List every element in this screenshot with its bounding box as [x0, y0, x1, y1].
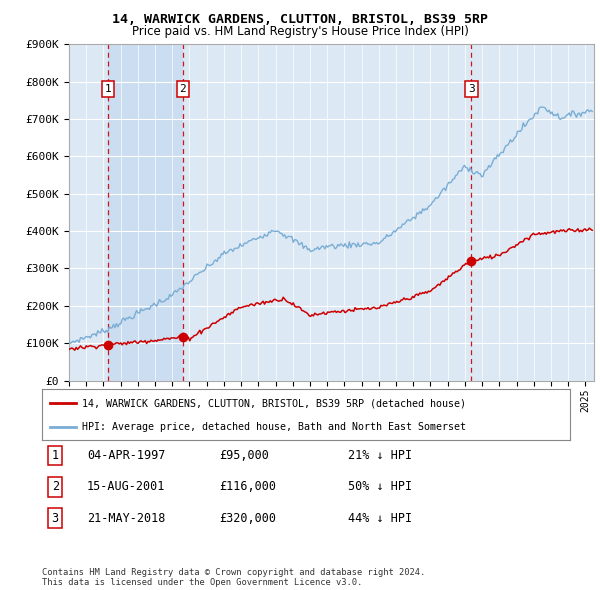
- Text: Contains HM Land Registry data © Crown copyright and database right 2024.: Contains HM Land Registry data © Crown c…: [42, 568, 425, 576]
- Text: £320,000: £320,000: [219, 512, 276, 525]
- Text: 15-AUG-2001: 15-AUG-2001: [87, 480, 166, 493]
- Text: £116,000: £116,000: [219, 480, 276, 493]
- Text: 21-MAY-2018: 21-MAY-2018: [87, 512, 166, 525]
- Text: 50% ↓ HPI: 50% ↓ HPI: [348, 480, 412, 493]
- Text: 1: 1: [104, 84, 111, 94]
- Text: £95,000: £95,000: [219, 449, 269, 462]
- Text: 44% ↓ HPI: 44% ↓ HPI: [348, 512, 412, 525]
- Text: 2: 2: [52, 480, 59, 493]
- Text: 14, WARWICK GARDENS, CLUTTON, BRISTOL, BS39 5RP (detached house): 14, WARWICK GARDENS, CLUTTON, BRISTOL, B…: [82, 398, 466, 408]
- Text: This data is licensed under the Open Government Licence v3.0.: This data is licensed under the Open Gov…: [42, 578, 362, 587]
- Text: 04-APR-1997: 04-APR-1997: [87, 449, 166, 462]
- Text: 3: 3: [468, 84, 475, 94]
- Text: 14, WARWICK GARDENS, CLUTTON, BRISTOL, BS39 5RP: 14, WARWICK GARDENS, CLUTTON, BRISTOL, B…: [112, 13, 488, 26]
- Text: 3: 3: [52, 512, 59, 525]
- Text: 21% ↓ HPI: 21% ↓ HPI: [348, 449, 412, 462]
- Text: HPI: Average price, detached house, Bath and North East Somerset: HPI: Average price, detached house, Bath…: [82, 422, 466, 432]
- Text: 1: 1: [52, 449, 59, 462]
- Text: Price paid vs. HM Land Registry's House Price Index (HPI): Price paid vs. HM Land Registry's House …: [131, 25, 469, 38]
- Bar: [108, 44, 183, 381]
- Text: 2: 2: [179, 84, 187, 94]
